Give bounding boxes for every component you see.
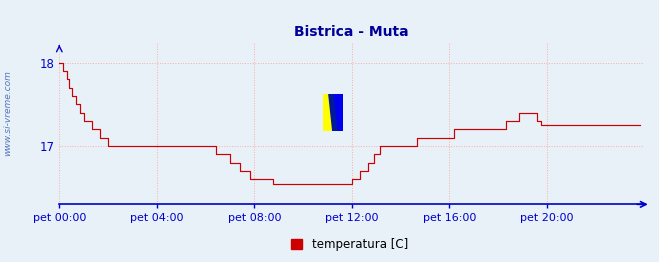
Bar [333,94,343,131]
Title: Bistrica - Muta: Bistrica - Muta [294,25,408,39]
Legend: temperatura [C]: temperatura [C] [286,234,413,256]
Text: www.si-vreme.com: www.si-vreme.com [3,70,13,156]
Polygon shape [329,94,337,131]
Bar [323,94,333,131]
